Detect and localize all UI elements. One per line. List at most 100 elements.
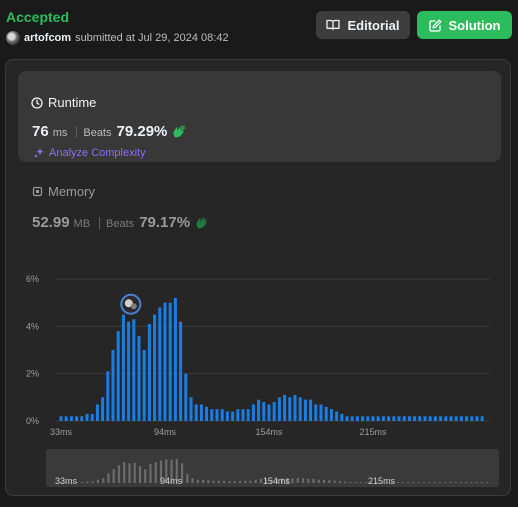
bar[interactable]: [402, 416, 406, 421]
bar[interactable]: [355, 416, 359, 421]
bar[interactable]: [225, 411, 229, 421]
bar[interactable]: [184, 373, 188, 421]
bar[interactable]: [158, 307, 162, 421]
bar[interactable]: [423, 416, 427, 421]
bar[interactable]: [262, 402, 266, 421]
bar[interactable]: [80, 416, 84, 421]
bar[interactable]: [475, 416, 479, 421]
bar[interactable]: [59, 416, 63, 421]
navigator-bar: [144, 469, 147, 483]
bar[interactable]: [127, 321, 131, 421]
bar[interactable]: [288, 397, 292, 421]
bar[interactable]: [335, 411, 339, 421]
bar[interactable]: [314, 404, 318, 421]
bar[interactable]: [173, 297, 177, 421]
bar[interactable]: [147, 323, 151, 421]
bar[interactable]: [168, 302, 172, 421]
navigator-bar: [470, 482, 473, 483]
bar[interactable]: [345, 416, 349, 421]
bar[interactable]: [444, 416, 448, 421]
bar[interactable]: [454, 416, 458, 421]
bar[interactable]: [194, 404, 198, 421]
bar[interactable]: [236, 409, 240, 421]
bar[interactable]: [257, 399, 261, 421]
bar[interactable]: [303, 399, 307, 421]
bar[interactable]: [298, 397, 302, 421]
bar[interactable]: [329, 409, 333, 421]
bar[interactable]: [470, 416, 474, 421]
bar[interactable]: [90, 413, 94, 421]
chart-navigator[interactable]: [46, 449, 499, 487]
user-avatar[interactable]: [6, 31, 20, 45]
bar[interactable]: [309, 399, 313, 421]
bar[interactable]: [376, 416, 380, 421]
runtime-card[interactable]: Runtime 76 ms Beats 79.29% Analyze Compl…: [18, 71, 501, 162]
bar[interactable]: [283, 394, 287, 421]
bar[interactable]: [371, 416, 375, 421]
username-link[interactable]: artofcom: [24, 32, 72, 44]
bar[interactable]: [179, 321, 183, 421]
navigator-bar: [265, 479, 268, 483]
navigator-bar: [370, 482, 373, 483]
bar[interactable]: [350, 416, 354, 421]
bar[interactable]: [277, 397, 281, 421]
navigator-bar: [438, 482, 441, 483]
bar[interactable]: [392, 416, 396, 421]
bar[interactable]: [459, 416, 463, 421]
bar[interactable]: [319, 404, 323, 421]
bar[interactable]: [142, 350, 146, 421]
bar[interactable]: [231, 411, 235, 421]
bar[interactable]: [116, 331, 120, 421]
runtime-beats-value: 79.29%: [116, 123, 168, 140]
bar[interactable]: [95, 404, 99, 421]
navigator-bar: [191, 478, 194, 483]
bar[interactable]: [220, 409, 224, 421]
chip-icon: [32, 186, 43, 197]
bar[interactable]: [241, 409, 245, 421]
bar[interactable]: [465, 416, 469, 421]
bar[interactable]: [267, 404, 271, 421]
bar[interactable]: [132, 319, 136, 421]
bar[interactable]: [387, 416, 391, 421]
bar[interactable]: [397, 416, 401, 421]
editorial-button[interactable]: Editorial: [316, 11, 410, 39]
bar[interactable]: [324, 406, 328, 421]
bar[interactable]: [340, 413, 344, 421]
bar[interactable]: [85, 413, 89, 421]
bar[interactable]: [413, 416, 417, 421]
bar[interactable]: [215, 409, 219, 421]
navigator-bar: [396, 482, 399, 483]
bar[interactable]: [449, 416, 453, 421]
bar[interactable]: [293, 394, 297, 421]
navigator-bar: [244, 480, 247, 483]
bar[interactable]: [381, 416, 385, 421]
bar[interactable]: [205, 406, 209, 421]
bar[interactable]: [163, 302, 167, 421]
bar[interactable]: [361, 416, 365, 421]
bar[interactable]: [75, 416, 79, 421]
solution-button[interactable]: Solution: [417, 11, 512, 39]
bar[interactable]: [246, 409, 250, 421]
bar[interactable]: [69, 416, 73, 421]
bar[interactable]: [366, 416, 370, 421]
bar[interactable]: [111, 350, 115, 421]
bar[interactable]: [480, 416, 484, 421]
bar[interactable]: [106, 371, 110, 421]
bar[interactable]: [439, 416, 443, 421]
bar[interactable]: [272, 402, 276, 421]
bar[interactable]: [210, 409, 214, 421]
bar[interactable]: [428, 416, 432, 421]
bar[interactable]: [407, 416, 411, 421]
bar[interactable]: [251, 404, 255, 421]
bar[interactable]: [121, 314, 125, 422]
bar[interactable]: [64, 416, 68, 421]
bar[interactable]: [199, 404, 203, 421]
bar[interactable]: [418, 416, 422, 421]
bar[interactable]: [189, 397, 193, 421]
bar[interactable]: [137, 335, 141, 421]
analyze-complexity-button[interactable]: Analyze Complexity: [33, 147, 146, 159]
bar[interactable]: [101, 397, 105, 421]
bar[interactable]: [433, 416, 437, 421]
bar[interactable]: [153, 314, 157, 422]
